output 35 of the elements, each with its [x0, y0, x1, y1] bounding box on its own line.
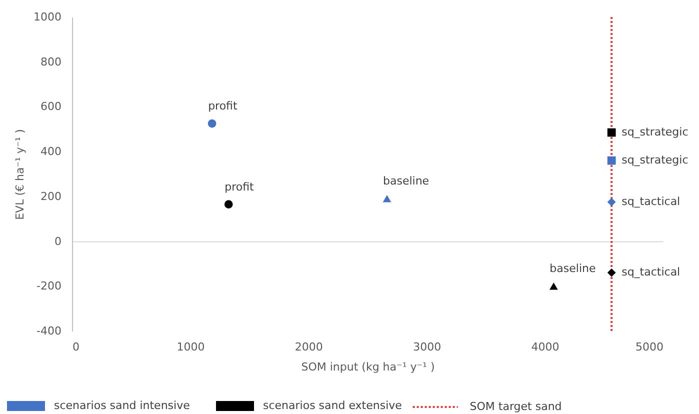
annotation: sq_strategic [622, 154, 688, 167]
point [382, 195, 392, 202]
point [208, 119, 216, 128]
y-tick-label: 400 [40, 145, 62, 158]
y-tick-label: 0 [54, 234, 62, 248]
x-tick-label: 3000 [413, 340, 442, 354]
annotation: sq_strategic [622, 126, 688, 139]
y-tick-label: -400 [36, 324, 62, 338]
legend-label: scenarios sand intensive [54, 399, 190, 412]
point [607, 198, 616, 206]
annotation: baseline [383, 174, 430, 188]
y-tick-label: 600 [40, 100, 62, 114]
point [607, 156, 616, 165]
y-tick-label: 1000 [34, 10, 62, 24]
y-tick-label: 800 [40, 55, 62, 68]
legend-label: SOM target sand [470, 400, 562, 413]
x-tick-label: 4000 [531, 340, 560, 354]
y-axis-title: EVL (€ ha⁻¹ y⁻¹ ) [14, 129, 27, 220]
point [549, 282, 558, 290]
legend-label: scenarios sand extensive [263, 399, 402, 412]
annotation: profit [224, 180, 255, 194]
x-tick-label: 0 [72, 340, 80, 354]
point [224, 200, 233, 208]
annotation: sq_tactical [622, 266, 680, 279]
annotation: baseline [550, 262, 596, 276]
y-tick-label: 200 [40, 190, 62, 203]
x-axis-title: SOM input (kg ha⁻¹ y⁻¹ ) [301, 360, 435, 374]
annotation: sq_tactical [622, 195, 680, 208]
y-tick-label: -200 [36, 280, 62, 293]
point [607, 268, 616, 277]
annotation: profit [208, 100, 238, 113]
x-tick-label: 1000 [176, 340, 205, 354]
point [607, 128, 616, 137]
x-tick-label: 2000 [294, 340, 323, 354]
x-tick-label: 5000 [636, 340, 664, 354]
